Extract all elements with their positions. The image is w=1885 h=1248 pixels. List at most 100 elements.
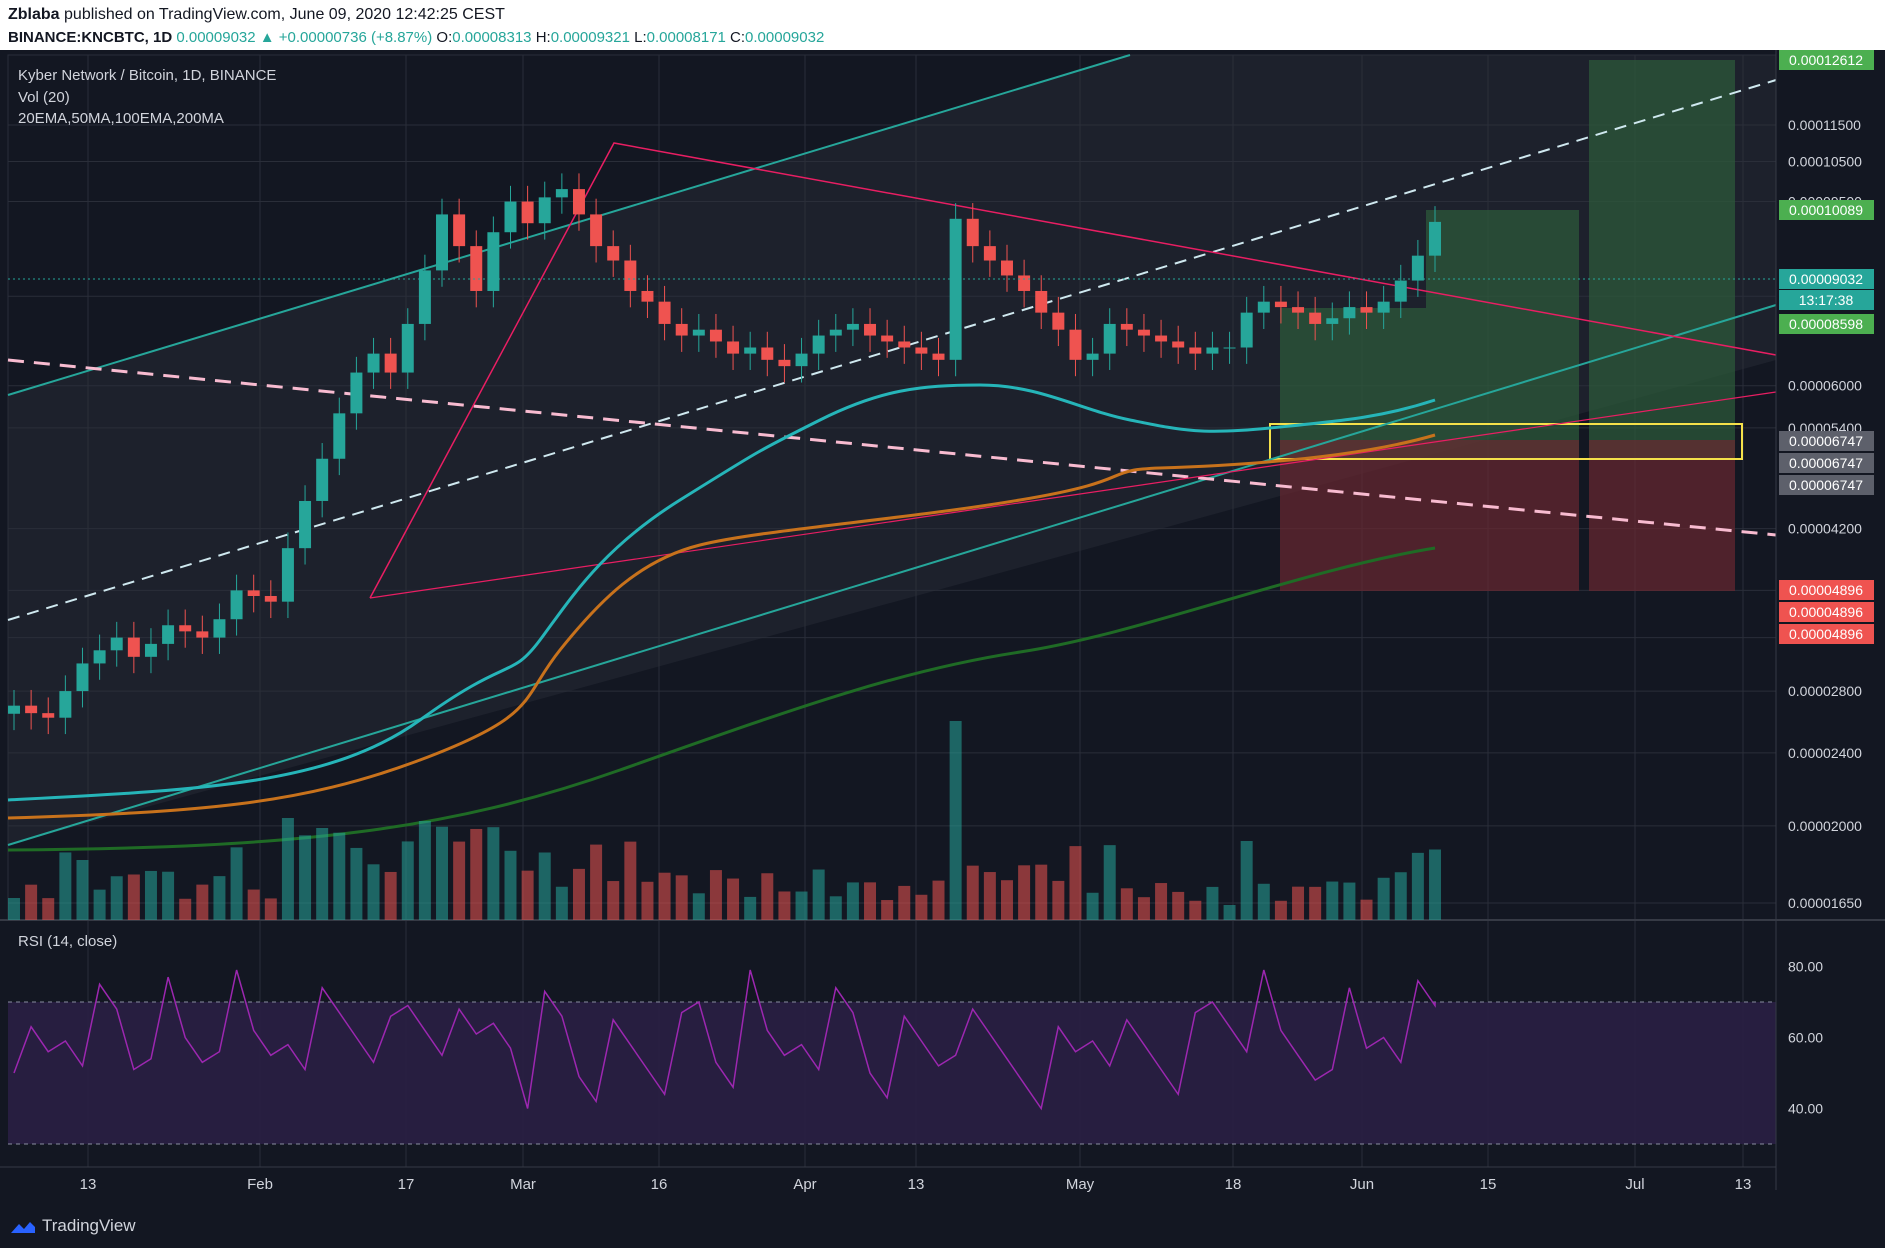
volume-bar (316, 828, 329, 920)
time-axis: 13 Feb 17 Mar 16 Apr 13 May 18 Jun 15 Jul 13 (80, 1176, 1752, 1193)
volume-bar (1326, 881, 1339, 920)
trade1-profit (1280, 308, 1426, 458)
candle-body (59, 691, 72, 718)
volume-bar (864, 882, 877, 920)
candle-body (384, 353, 397, 373)
volume-bar (555, 886, 568, 920)
volume-bar (42, 898, 55, 920)
volume-bar (881, 900, 894, 920)
volume-bar (675, 875, 688, 920)
price-label-tag (1779, 314, 1874, 334)
chart-title: Kyber Network / Bitcoin, 1D, BINANCE (18, 67, 277, 84)
time-tick-label: 13 (80, 1176, 97, 1193)
volume-bar (1223, 905, 1236, 920)
candle-body (1223, 347, 1236, 349)
time-tick-label: 16 (651, 1176, 668, 1193)
volume-bar (829, 896, 842, 920)
price-tick-label: 0.00002000 (1788, 818, 1862, 834)
trade1-loss (1280, 440, 1426, 591)
candle-body (1360, 307, 1373, 313)
price-chart[interactable]: 0.000115000.000105000.000095000.00007500… (0, 50, 1885, 1202)
candle-body (795, 353, 808, 367)
price-tick-label: 0.00004200 (1788, 521, 1862, 537)
price-label-tag (1779, 200, 1874, 220)
volume-bar (1343, 882, 1356, 920)
volume-bar (590, 844, 603, 920)
volume-bar (521, 870, 534, 920)
candle-body (761, 347, 774, 360)
volume-bar (641, 881, 654, 920)
candle-body (1292, 307, 1305, 313)
candles (8, 173, 1441, 735)
candle-body (607, 246, 620, 261)
candle-body (966, 218, 979, 247)
price-label-text: 0.00008598 (1789, 316, 1863, 332)
volume-bar (812, 869, 825, 920)
volume-bar (727, 878, 740, 920)
volume-bar (504, 850, 517, 920)
close-value: 0.00009032 (745, 29, 825, 46)
volume-bar (179, 898, 192, 920)
candle-body (1326, 318, 1339, 324)
low-label: L: (634, 29, 647, 46)
volume-bar (1377, 877, 1390, 920)
candle-body (1343, 307, 1356, 319)
volume-bar (1309, 886, 1322, 920)
candle-body (1429, 221, 1441, 256)
candle-body (8, 705, 20, 714)
candle-body (949, 218, 962, 360)
volume-bar (761, 873, 774, 920)
volume-bar (1411, 852, 1424, 920)
volume-bar (932, 880, 945, 920)
candle-body (932, 353, 945, 360)
ma50-line (7, 433, 1436, 820)
volume-bar (1086, 892, 1099, 920)
volume-bar (572, 868, 585, 920)
author-name[interactable]: Zblaba (8, 6, 60, 23)
price-tick-label: 0.00010500 (1788, 153, 1862, 169)
publish-line: Zblaba published on TradingView.com, Jun… (8, 6, 505, 24)
volume-bar (1206, 886, 1219, 920)
candle-body (436, 214, 449, 271)
volume-bar (898, 885, 911, 920)
candle-body (76, 663, 89, 692)
volume-bar (299, 835, 312, 920)
price-tick-label: 0.00002400 (1788, 745, 1862, 761)
volume-bar (1018, 865, 1031, 920)
time-tick-label: May (1066, 1176, 1095, 1193)
candle-body (1069, 329, 1082, 360)
price-label-text: 0.00006747 (1789, 433, 1863, 449)
volume-bar (1360, 899, 1373, 920)
volume-bar (144, 870, 157, 920)
time-tick-label: 18 (1225, 1176, 1242, 1193)
candle-body (864, 323, 877, 336)
ema200-line (7, 546, 1436, 852)
price-tick-label: 0.00011500 (1788, 117, 1861, 133)
lower-channel-line (7, 304, 1777, 846)
price-labels: 0.00012612 0.00010089 0.00009032 13:17:38 0.… (1779, 50, 1874, 644)
candle-body (1035, 290, 1048, 313)
high-value: 0.00009321 (550, 29, 630, 46)
pink-dashed-line (7, 358, 1777, 537)
volume-bar (230, 847, 243, 920)
volume-bar (384, 871, 397, 920)
candle-body (692, 329, 705, 336)
price-tick-label: 0.00002800 (1788, 683, 1862, 699)
triangle-lines (369, 142, 1777, 599)
candle-body (230, 590, 243, 620)
volume-bar (247, 889, 260, 920)
volume-bar (196, 884, 209, 920)
volume-bar (487, 827, 500, 920)
price-label-text: 0.00004896 (1789, 604, 1863, 620)
time-tick-label: Mar (510, 1176, 536, 1193)
tradingview-logo[interactable]: TradingView (10, 1216, 136, 1236)
trade3-loss (1589, 440, 1735, 591)
candle-body (1155, 335, 1168, 342)
candle-body (1394, 280, 1407, 302)
volume-bar (418, 821, 431, 920)
volume-bar (1103, 845, 1116, 920)
price-label-text: 13:17:38 (1799, 292, 1854, 308)
volume-bar (949, 720, 962, 920)
candle-body (316, 458, 329, 501)
upper-channel-line (7, 54, 1131, 396)
